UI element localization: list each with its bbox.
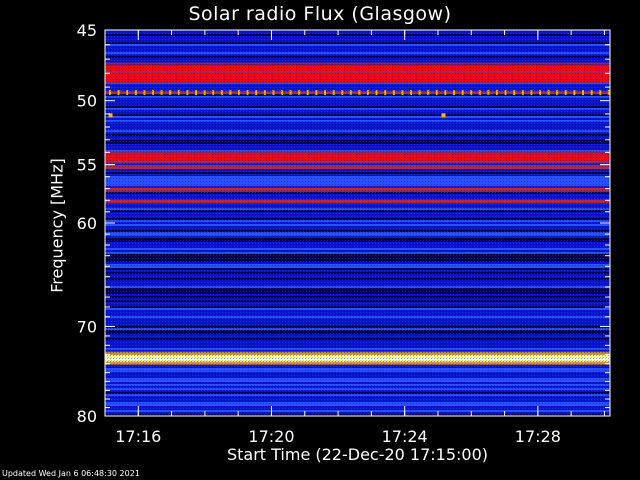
y-tick-label: 60 (77, 214, 97, 233)
x-tick-label: 17:16 (115, 427, 161, 446)
burst-spot (441, 113, 446, 118)
burst-spot (108, 113, 113, 118)
updated-timestamp: Updated Wed Jan 6 06:48:30 2021 (2, 469, 140, 478)
x-tick-label: 17:28 (515, 427, 561, 446)
x-tick-label: 17:24 (382, 427, 428, 446)
y-axis-label: Frequency [MHz] (47, 158, 67, 293)
noise-texture (105, 30, 610, 416)
y-tick-label: 55 (77, 156, 97, 175)
y-tick-label: 50 (77, 92, 97, 111)
y-tick-label: 70 (77, 317, 97, 336)
y-tick-label: 80 (77, 407, 97, 426)
x-tick-label: 17:20 (248, 427, 294, 446)
x-axis-label: Start Time (22-Dec-20 17:15:00) (226, 445, 489, 464)
y-tick-label: 45 (77, 21, 97, 40)
chart-title: Solar radio Flux (Glasgow) (188, 3, 452, 25)
